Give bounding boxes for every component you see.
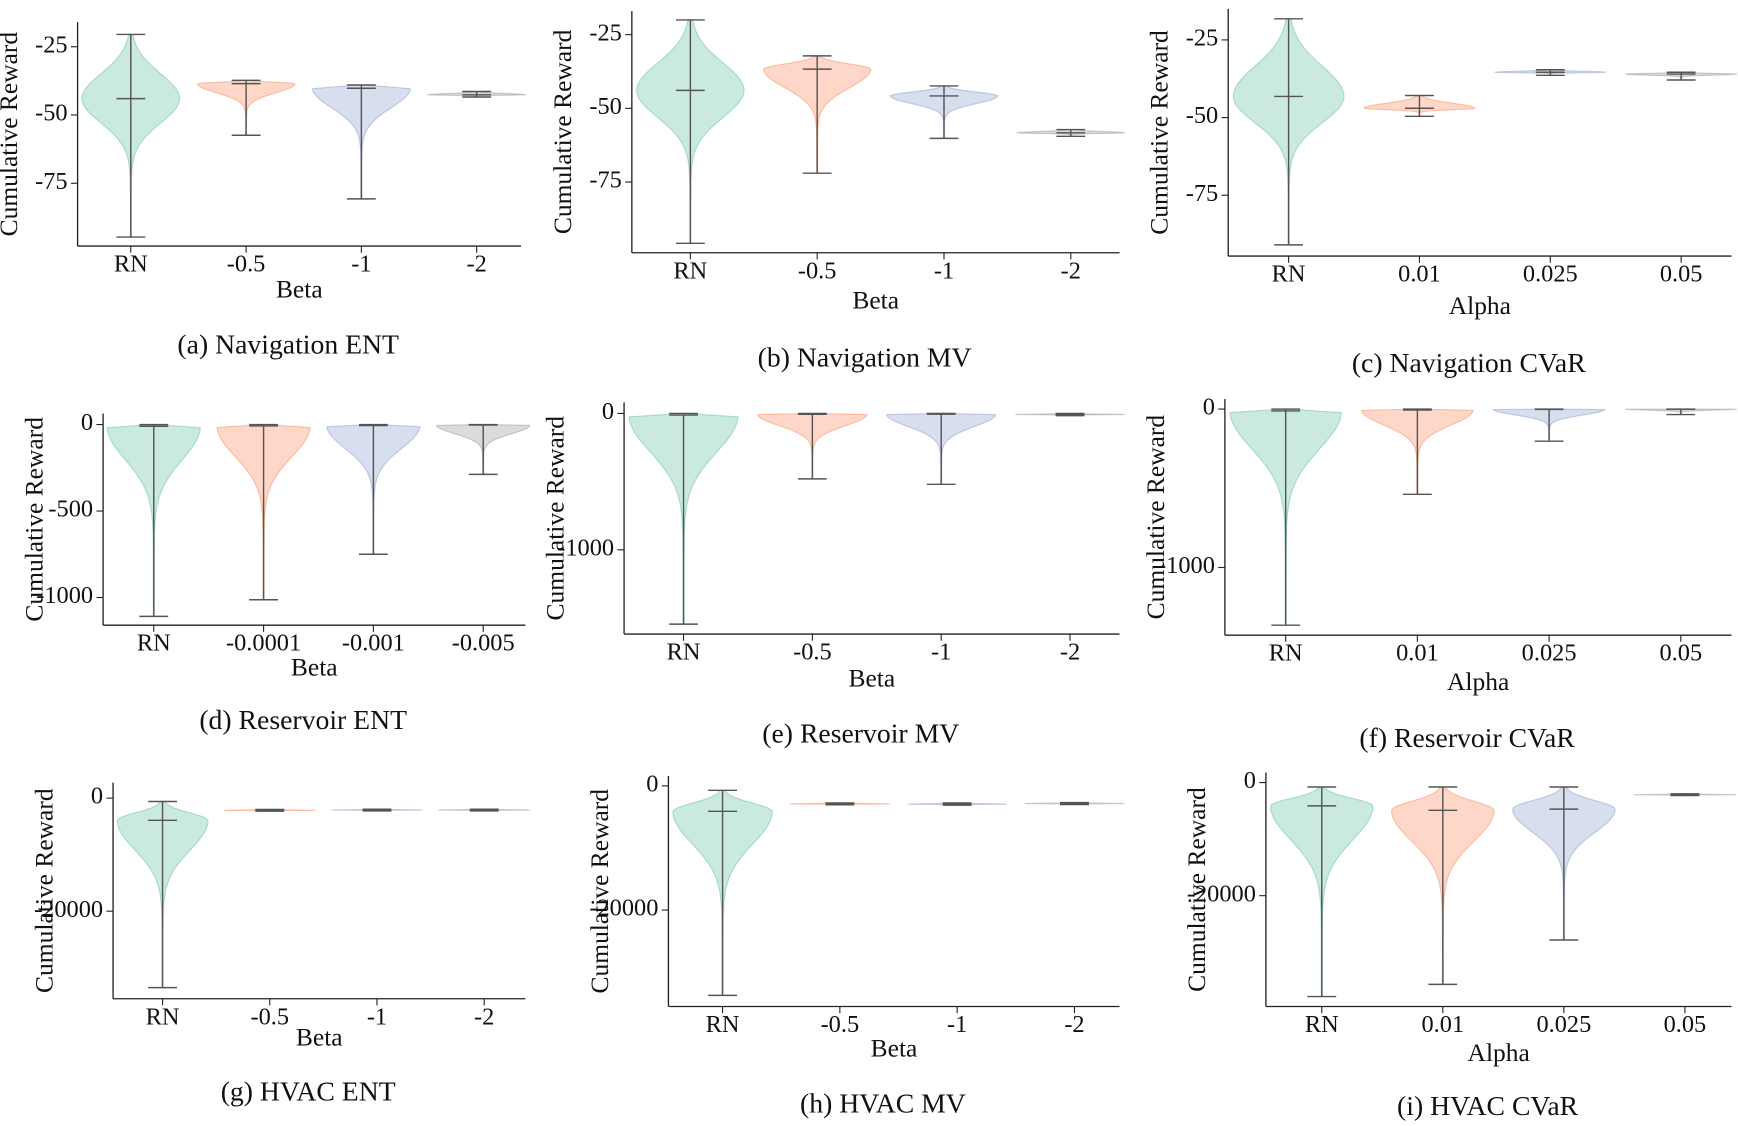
x-axis-label: Alpha [1447,667,1509,696]
panel: -25 -50 -75 RN 0.01 0.025 0.05 Alpha Cumulative … [1145,8,1738,378]
x-tick-label: -0.5 [793,639,832,666]
x-tick-label: 0.01 [1398,261,1441,288]
y-tick-label: -500 [48,496,93,523]
y-tick-label: 0 [602,398,614,425]
y-tick-label: -1000 [1158,552,1215,579]
x-tick-label: -0.001 [342,630,405,657]
x-tick-label: RN [137,630,171,657]
y-tick-label: -25 [589,19,622,46]
y-tick-label: 0 [1244,767,1256,794]
x-tick-label: -1 [934,257,954,284]
x-tick-label: -1 [367,1003,387,1030]
x-tick-label: -1 [947,1011,967,1038]
y-tick-label: -20000 [1187,880,1256,907]
x-tick-label: RN [673,257,707,284]
x-tick-label: -0.5 [821,1011,860,1038]
y-tick-label: -50 [1186,102,1218,129]
x-axis-label: Alpha [1468,1038,1530,1067]
x-axis-label: Beta [276,274,323,303]
x-tick-label: RN [146,1003,180,1030]
x-tick-label: -0.5 [227,251,266,278]
x-tick-label: -0.5 [798,257,837,284]
x-tick-label: -2 [1064,1011,1084,1038]
y-tick-label: 0 [646,770,658,797]
x-tick-label: 0.05 [1659,640,1702,667]
x-tick-label: RN [667,639,701,666]
x-tick-label: RN [1305,1011,1339,1038]
y-tick-label: -75 [589,167,622,194]
x-tick-label: 0.025 [1536,1011,1591,1038]
x-axis-label: Beta [852,285,899,314]
x-tick-label: RN [1269,640,1303,667]
caption: (a) Navigation ENT [177,328,399,359]
y-axis-label: Cumulative Reward [1145,30,1174,235]
panel: -25 -50 -75 RN -0.5 -1 -2 Beta Cumulative Reward… [0,22,528,359]
y-tick-label: -20000 [34,896,103,923]
x-tick-label: RN [706,1011,740,1038]
x-tick-label: -1 [931,639,951,666]
y-axis-label: Cumulative Reward [548,29,577,234]
panel: 0 -500 -1000 RN -0.0001 -0.001 -0.005 Beta Cumul… [19,409,531,735]
panel: 0 -20000 RN 0.01 0.025 0.05 Alpha Cumulative Re… [1182,767,1737,1121]
x-axis-label: Alpha [1449,291,1511,320]
panel: 0 -20000 RN -0.5 -1 -2 Beta Cumulative Reward (h… [585,770,1125,1119]
x-tick-label: 0.025 [1523,261,1578,288]
y-axis-label: Cumulative Reward [19,417,48,622]
caption: (h) HVAC MV [800,1088,966,1119]
caption: (g) HVAC ENT [221,1075,396,1106]
x-tick-label: -0.0001 [226,630,301,657]
x-tick-label: -2 [1061,257,1081,284]
y-axis-label: Cumulative Reward [540,416,569,621]
caption: (f) Reservoir CVaR [1359,722,1575,753]
x-tick-label: -2 [466,251,486,278]
y-axis-label: Cumulative Reward [1182,787,1211,992]
x-tick-label: -2 [1060,639,1080,666]
panel: 0 -20000 RN -0.5 -1 -2 Beta Cumulative Reward (g… [29,782,530,1106]
y-axis-label: Cumulative Reward [0,32,23,237]
y-tick-label: -1000 [36,582,93,609]
x-tick-label: 0.025 [1522,640,1577,667]
x-axis-label: Beta [848,663,895,692]
x-tick-label: -0.5 [250,1003,289,1030]
x-tick-label: -1 [351,251,371,278]
x-axis-label: Beta [291,652,338,681]
caption: (c) Navigation CVaR [1352,347,1586,378]
caption: (b) Navigation MV [758,342,972,373]
y-tick-label: -50 [35,100,68,127]
panel: 0 -1000 RN 0.01 0.025 0.05 Alpha Cumulative Rew… [1141,394,1737,753]
x-axis-label: Beta [871,1034,918,1063]
x-tick-label: 0.01 [1421,1011,1464,1038]
y-tick-label: -25 [35,31,68,58]
y-axis-label: Cumulative Reward [585,789,614,994]
y-tick-label: -20000 [589,895,658,922]
x-axis-label: Beta [296,1023,343,1052]
caption: (d) Reservoir ENT [199,704,407,735]
x-tick-label: RN [1272,261,1306,288]
y-tick-label: 0 [81,409,93,436]
x-tick-label: RN [114,251,148,278]
x-tick-label: 0.05 [1664,1011,1707,1038]
panels: -25 -50 -75 RN -0.5 -1 -2 Beta Cumulative Reward… [0,8,1738,1121]
panel: 0 -1000 RN -0.5 -1 -2 Beta Cumulative Reward (e)… [540,398,1125,748]
y-tick-label: -1000 [557,534,614,561]
caption: (i) HVAC CVaR [1397,1090,1579,1121]
x-tick-label: -2 [474,1003,494,1030]
y-axis-label: Cumulative Reward [29,788,58,993]
x-tick-label: -0.005 [452,630,515,657]
caption: (e) Reservoir MV [762,717,959,748]
x-tick-label: 0.05 [1660,261,1703,288]
panel: -25 -50 -75 RN -0.5 -1 -2 Beta Cumulative Reward… [548,11,1126,373]
y-tick-label: 0 [91,783,103,810]
y-tick-label: 0 [1203,394,1215,421]
y-axis-label: Cumulative Reward [1141,415,1170,620]
y-tick-label: -75 [35,168,68,195]
y-tick-label: -50 [589,93,622,120]
x-tick-label: 0.01 [1396,640,1439,667]
y-tick-label: -75 [1186,180,1218,207]
y-tick-label: -25 [1186,25,1218,52]
